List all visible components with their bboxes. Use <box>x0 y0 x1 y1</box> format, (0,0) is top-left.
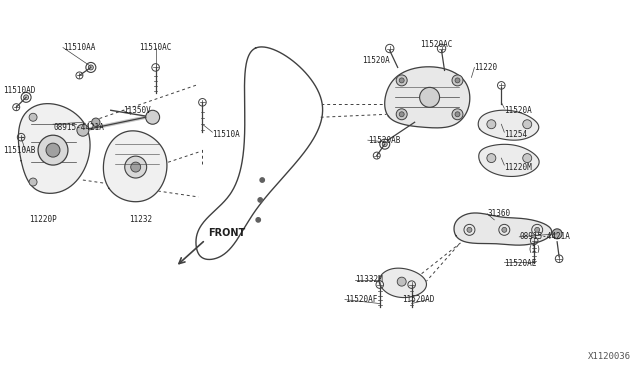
Circle shape <box>534 227 540 232</box>
Circle shape <box>396 75 407 86</box>
Text: 11332M: 11332M <box>355 275 383 284</box>
Text: 11510AB: 11510AB <box>3 145 36 155</box>
Circle shape <box>552 229 562 239</box>
Text: 11520AF: 11520AF <box>345 295 378 304</box>
Polygon shape <box>385 67 470 128</box>
Text: 11232: 11232 <box>129 215 152 224</box>
Text: X1120036: X1120036 <box>588 352 631 361</box>
Circle shape <box>467 227 472 232</box>
Text: 11520A: 11520A <box>504 106 532 115</box>
Circle shape <box>396 109 407 120</box>
Polygon shape <box>479 144 539 176</box>
Circle shape <box>455 78 460 83</box>
Circle shape <box>487 154 496 163</box>
Circle shape <box>399 112 404 117</box>
Text: 11510AC: 11510AC <box>139 43 171 52</box>
Text: 11510A: 11510A <box>212 130 240 139</box>
Circle shape <box>455 112 460 117</box>
Text: 11520AE: 11520AE <box>504 259 537 268</box>
Polygon shape <box>478 110 539 140</box>
Polygon shape <box>19 104 90 193</box>
Text: 11510AA: 11510AA <box>63 43 95 52</box>
Circle shape <box>258 198 262 202</box>
Circle shape <box>146 110 159 124</box>
Text: 11510AD: 11510AD <box>3 86 36 95</box>
Circle shape <box>452 75 463 86</box>
Circle shape <box>125 156 147 178</box>
Circle shape <box>46 143 60 157</box>
Text: 08915-4421A: 08915-4421A <box>53 123 104 132</box>
Text: 11520AC: 11520AC <box>420 40 452 49</box>
Circle shape <box>502 227 507 232</box>
Text: FRONT: FRONT <box>209 228 246 238</box>
Circle shape <box>452 109 463 120</box>
Circle shape <box>77 124 89 136</box>
Text: 11520AD: 11520AD <box>402 295 434 304</box>
Circle shape <box>487 120 496 129</box>
Text: (1): (1) <box>527 245 541 254</box>
Circle shape <box>24 95 29 100</box>
Circle shape <box>131 162 141 172</box>
Circle shape <box>38 135 68 165</box>
Circle shape <box>397 277 406 286</box>
Circle shape <box>256 218 260 222</box>
Circle shape <box>399 78 404 83</box>
Circle shape <box>29 178 37 186</box>
Polygon shape <box>454 213 552 245</box>
Circle shape <box>29 113 37 121</box>
Text: 11520AB: 11520AB <box>368 136 400 145</box>
Text: 11520A: 11520A <box>362 56 390 65</box>
Circle shape <box>92 118 100 126</box>
Polygon shape <box>104 131 167 202</box>
Text: 11220M: 11220M <box>504 163 532 171</box>
Text: 08915-4421A: 08915-4421A <box>519 232 570 241</box>
Text: 31360: 31360 <box>488 209 511 218</box>
Circle shape <box>420 87 440 107</box>
Circle shape <box>260 178 264 182</box>
Circle shape <box>523 154 532 163</box>
Text: 11350V: 11350V <box>123 106 150 115</box>
Circle shape <box>523 120 532 129</box>
Text: 11220P: 11220P <box>29 215 57 224</box>
Text: 11220: 11220 <box>474 63 497 72</box>
Circle shape <box>88 65 93 70</box>
Polygon shape <box>379 268 426 298</box>
Text: 11254: 11254 <box>504 130 527 139</box>
Circle shape <box>382 142 387 147</box>
